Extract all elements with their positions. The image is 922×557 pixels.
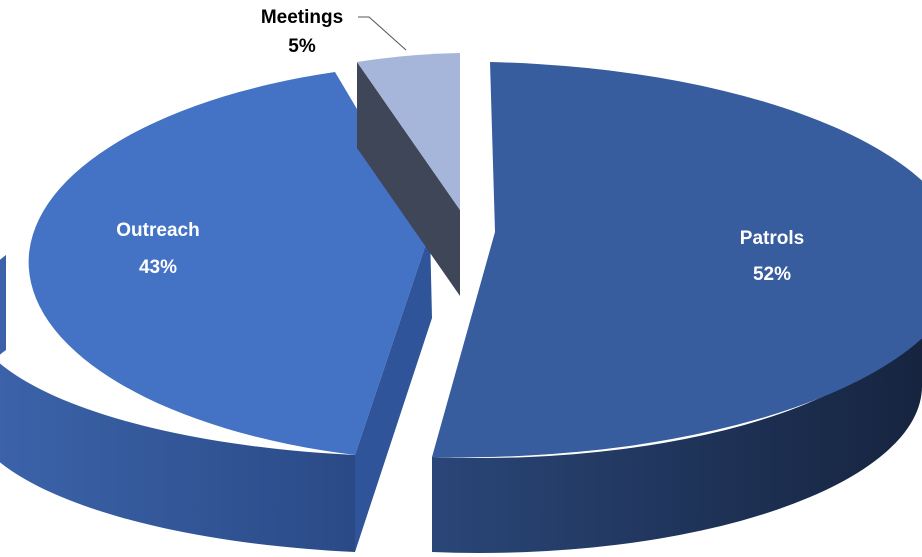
- label-meetings-name: Meetings: [261, 7, 343, 28]
- label-outreach-name: Outreach: [116, 220, 199, 241]
- pie-slice-patrols-side: [432, 285, 922, 553]
- pie-slice-outreach-wedge: [355, 232, 432, 552]
- pie-slice-outreach-side: [0, 255, 355, 552]
- label-meetings-value: 5%: [288, 36, 316, 57]
- pie-slice-meetings-side: [357, 62, 460, 296]
- pie-slice-outreach: [0, 72, 432, 552]
- label-patrols-value: 52%: [753, 264, 791, 285]
- pie-slice-meetings: [357, 53, 460, 296]
- pie-slice-patrols: [432, 62, 922, 553]
- label-outreach-value: 43%: [139, 257, 177, 278]
- pie-slice-patrols-top: [432, 62, 922, 458]
- pie-slice-outreach-top: [28, 72, 431, 455]
- meetings-leader-line: [358, 16, 407, 51]
- label-patrols-name: Patrols: [740, 228, 804, 249]
- pie-slice-meetings-top: [357, 53, 460, 210]
